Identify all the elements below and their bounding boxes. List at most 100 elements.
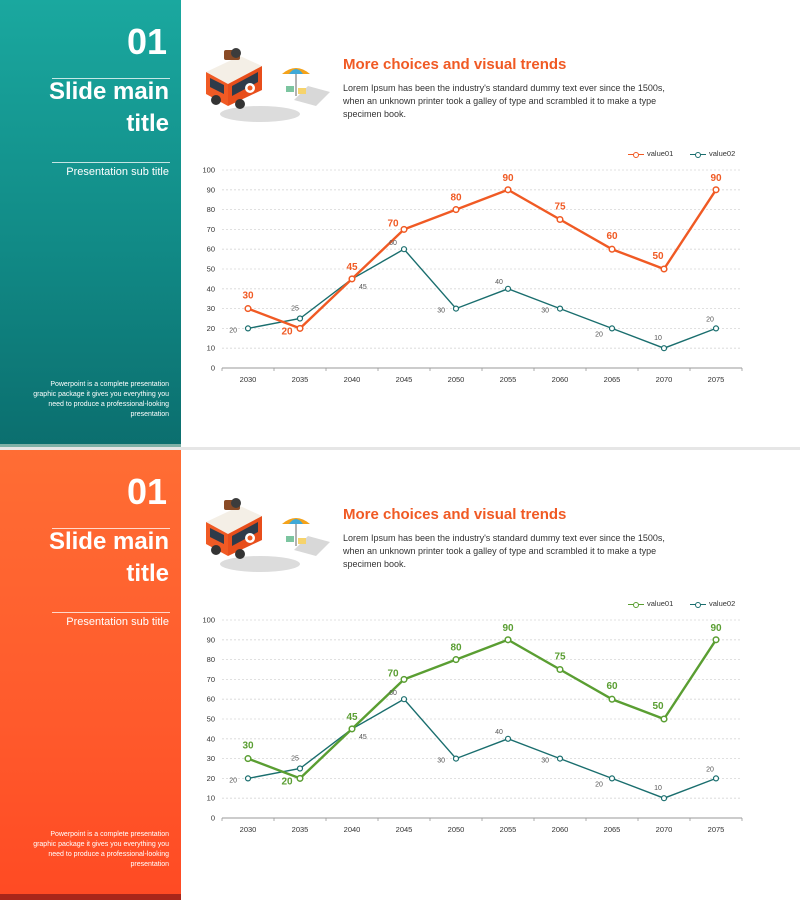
data-point-value02 <box>712 775 720 782</box>
data-label-value01: 80 <box>450 643 462 654</box>
y-tick-label: 60 <box>207 245 215 254</box>
data-label-value01: 90 <box>710 173 722 184</box>
data-label-value01: 90 <box>502 173 514 184</box>
x-tick-label: 2040 <box>344 375 361 384</box>
slide-description: Powerpoint is a complete presentation gr… <box>33 381 169 418</box>
y-tick-label: 50 <box>207 265 215 274</box>
x-tick-label: 2045 <box>396 375 413 384</box>
x-tick-label: 2055 <box>500 825 517 834</box>
data-point-value01 <box>244 755 252 763</box>
x-tick-label: 2050 <box>448 825 465 834</box>
data-label-value02: 10 <box>654 335 662 342</box>
data-label-value02: 25 <box>291 306 299 313</box>
camper-van-illustration <box>206 48 330 122</box>
slide-subtitle: Presentation sub title <box>66 166 169 178</box>
y-tick-label: 90 <box>207 635 215 644</box>
data-label-value02: 20 <box>229 327 237 334</box>
content-heading: More choices and visual trends <box>343 506 567 523</box>
data-point-value02 <box>452 755 460 762</box>
y-tick-label: 100 <box>202 616 215 625</box>
slide-description: Powerpoint is a complete presentation gr… <box>33 831 169 868</box>
data-point-value01 <box>504 186 512 194</box>
data-point-value02 <box>400 696 408 703</box>
y-tick-label: 70 <box>207 675 215 684</box>
data-label-value02: 10 <box>654 785 662 792</box>
x-tick-label: 2070 <box>656 375 673 384</box>
data-point-value02 <box>504 735 512 742</box>
legend-label: value01 <box>647 599 674 608</box>
data-point-value01 <box>452 656 460 664</box>
x-tick-label: 2035 <box>292 825 309 834</box>
data-point-value02 <box>296 315 304 322</box>
data-point-value01 <box>608 695 616 703</box>
legend-label: value01 <box>647 149 674 158</box>
subtitle-rule <box>52 162 170 163</box>
x-tick-label: 2045 <box>396 825 413 834</box>
slide-title: Slide main title <box>48 78 169 137</box>
data-point-value01 <box>504 636 512 644</box>
x-tick-label: 2035 <box>292 375 309 384</box>
y-tick-label: 10 <box>207 344 215 353</box>
title-top-rule <box>52 78 170 79</box>
y-tick-label: 40 <box>207 284 215 293</box>
data-point-value02 <box>660 795 668 802</box>
data-point-value01 <box>556 215 564 224</box>
data-point-value01 <box>296 324 304 332</box>
legend-marker <box>695 601 701 608</box>
y-tick-label: 60 <box>207 695 215 704</box>
camper-van-illustration <box>206 498 330 572</box>
side-bottom-strip <box>0 894 181 900</box>
data-label-value02: 30 <box>437 758 445 765</box>
slide-title: Slide main title <box>48 528 169 587</box>
legend-marker <box>633 151 639 158</box>
data-label-value02: 25 <box>291 756 299 763</box>
slide-divider <box>0 447 800 450</box>
side-panel: 01 Slide main title Presentation sub tit… <box>0 450 181 900</box>
data-point-value02 <box>244 775 252 782</box>
data-point-value01 <box>348 725 356 733</box>
x-tick-label: 2060 <box>552 825 569 834</box>
data-label-value01: 30 <box>242 741 254 752</box>
data-point-value01 <box>556 665 564 674</box>
data-point-value02 <box>296 765 304 772</box>
x-tick-label: 2075 <box>708 825 725 834</box>
data-point-value01 <box>712 636 720 644</box>
y-tick-label: 70 <box>207 225 215 234</box>
y-tick-label: 30 <box>207 754 215 763</box>
data-label-value01: 20 <box>281 776 293 787</box>
data-label-value01: 90 <box>710 623 722 634</box>
x-tick-label: 2070 <box>656 825 673 834</box>
subtitle-rule <box>52 612 170 613</box>
data-label-value01: 30 <box>242 291 254 302</box>
data-label-value02: 45 <box>359 284 367 291</box>
y-tick-label: 80 <box>207 655 215 664</box>
x-tick-label: 2040 <box>344 825 361 834</box>
series-line-value01 <box>247 188 718 330</box>
content-heading: More choices and visual trends <box>343 56 567 73</box>
y-tick-label: 40 <box>207 734 215 743</box>
x-tick-label: 2065 <box>604 375 621 384</box>
y-tick-label: 20 <box>207 324 215 333</box>
data-point-value01 <box>712 186 720 194</box>
data-label-value02: 45 <box>359 734 367 741</box>
data-label-value02: 40 <box>495 279 503 286</box>
slide-subtitle: Presentation sub title <box>66 616 169 628</box>
data-point-value01 <box>296 774 304 782</box>
data-point-value02 <box>660 345 668 352</box>
data-label-value01: 50 <box>652 701 664 712</box>
data-point-value01 <box>660 265 668 273</box>
legend-label: value02 <box>709 149 736 158</box>
data-label-value02: 30 <box>437 308 445 315</box>
y-tick-label: 50 <box>207 715 215 724</box>
data-point-value01 <box>608 245 616 253</box>
legend-label: value02 <box>709 599 736 608</box>
content-body: Lorem Ipsum has been the industry's stan… <box>343 533 665 569</box>
data-point-value02 <box>400 246 408 253</box>
data-point-value02 <box>556 755 564 762</box>
data-point-value02 <box>608 325 616 332</box>
data-label-value02: 30 <box>541 758 549 765</box>
slide-number: 01 <box>126 21 167 62</box>
data-label-value02: 20 <box>706 316 714 323</box>
data-point-value01 <box>400 675 408 683</box>
y-tick-label: 80 <box>207 205 215 214</box>
